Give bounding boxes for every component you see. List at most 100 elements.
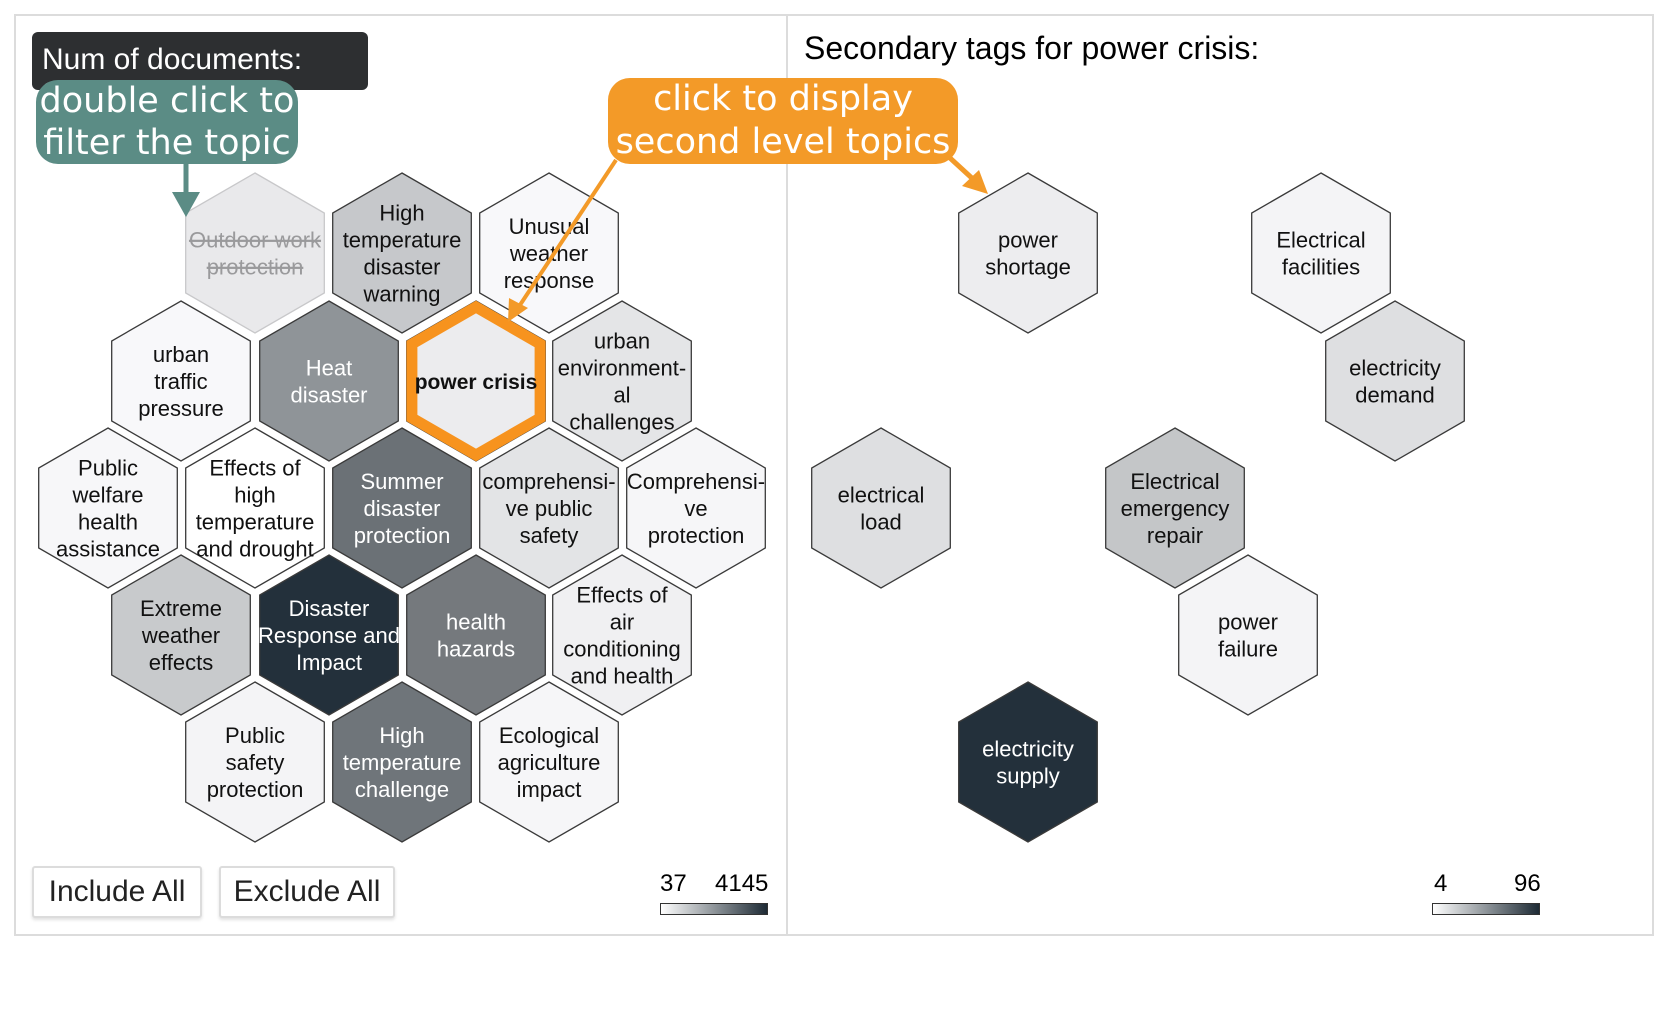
- hexagon-label-line: disaster: [363, 255, 440, 280]
- hint-line-1: click to display: [653, 79, 913, 119]
- exclude-all-button[interactable]: Exclude All: [219, 866, 395, 918]
- hexagon-shape: [479, 172, 619, 334]
- hexagon-label-line: hazards: [437, 637, 515, 662]
- hint-line-2: second level topics: [615, 122, 951, 162]
- hexagon-label-line: Public: [225, 723, 285, 748]
- hexagon-label-line: repair: [1147, 523, 1203, 548]
- hexagon-label-line: response: [504, 268, 595, 293]
- hexagon-label-line: temperature: [343, 750, 462, 775]
- hexagon-label-line: disaster: [290, 383, 367, 408]
- hexagon-shape: [958, 681, 1098, 843]
- topic-hexagon[interactable]: power crisis: [406, 300, 546, 462]
- selected-outline: [406, 300, 546, 462]
- hexagon-label-line: temperature: [196, 510, 315, 535]
- hexagon-label-line: Comprehensi-: [627, 469, 765, 494]
- hexagon-shape: [185, 427, 325, 589]
- panel-divider: [786, 14, 788, 936]
- hexagon-shape: [479, 427, 619, 589]
- hexagon-label-line: environment-: [558, 356, 686, 381]
- hexagon-label-line: challenge: [355, 777, 449, 802]
- hexagon-label-line: protection: [207, 255, 304, 280]
- hexagon-label-line: challenges: [569, 410, 674, 435]
- hexagon-label-line: load: [860, 510, 902, 535]
- hexagon-label-line: health: [446, 610, 506, 635]
- hexagon-label-line: safety: [226, 750, 285, 775]
- hexagon-shape: [1105, 427, 1245, 589]
- hexagon-label-line: Summer: [360, 469, 443, 494]
- hexagon-label-line: electricity: [1349, 356, 1441, 381]
- legend-min: 37: [660, 870, 687, 897]
- hexagon-shape: [332, 427, 472, 589]
- hexagon-shape: [185, 172, 325, 334]
- hexagon-shape: [958, 172, 1098, 334]
- hexagon-label-line: agriculture: [498, 750, 601, 775]
- hexagon-label-line: Extreme: [140, 596, 222, 621]
- hexagon-shape: [552, 554, 692, 716]
- hexagon-label-line: air: [610, 610, 634, 635]
- hexagon-label-line: High: [379, 723, 424, 748]
- hexagon-label-line: Electrical: [1276, 228, 1365, 253]
- hexagon-label-line: supply: [996, 764, 1060, 789]
- hexagon-label-line: impact: [517, 777, 582, 802]
- hexagon-label-line: Disaster: [289, 596, 370, 621]
- hexagon-shape: [111, 300, 251, 462]
- hexagon-label-line: safety: [520, 523, 579, 548]
- hexagon-shape: [111, 554, 251, 716]
- hexagon-label-line: High: [379, 201, 424, 226]
- hexagon-label-line: electricity: [982, 737, 1074, 762]
- hexagon-label-line: Ecological: [499, 723, 599, 748]
- hexagon-label-line: electrical: [838, 483, 925, 508]
- hexagon-shape: [1325, 300, 1465, 462]
- hexagon-label-line: weather: [141, 623, 220, 648]
- hexagon-shape: [552, 300, 692, 462]
- orange-arrow-head: [508, 298, 528, 322]
- hexagon-label-line: protection: [648, 523, 745, 548]
- include-all-button[interactable]: Include All: [32, 866, 202, 918]
- hexagon-label-line: and drought: [196, 537, 313, 562]
- hexagon-label-line: Impact: [296, 650, 362, 675]
- hexagon-label-line: temperature: [343, 228, 462, 253]
- hexagon-label-line: emergency: [1121, 496, 1230, 521]
- legend-gradient-bar: [1432, 903, 1540, 915]
- hexagon-label-line: disaster: [363, 496, 440, 521]
- hexagon-label-line: facilities: [1282, 255, 1360, 280]
- hint-line-1: double click to: [39, 81, 295, 121]
- hexagon-label-line: Effects of: [209, 456, 301, 481]
- hexagon-shape: [185, 681, 325, 843]
- hexagon-label-line: ve public: [506, 496, 593, 521]
- hexagon-label-line: traffic: [154, 369, 207, 394]
- hexagon-label-line: comprehensi-: [482, 469, 615, 494]
- legend-min: 4: [1434, 870, 1448, 897]
- hexagon-label-line: urban: [153, 342, 209, 367]
- legend-max: 4145: [715, 870, 769, 897]
- secondary-topic-hexgrid: powershortageElectricalfacilitieselectri…: [811, 172, 1465, 843]
- hexagon-label-line: demand: [1355, 383, 1435, 408]
- teal-arrow-head: [172, 192, 200, 217]
